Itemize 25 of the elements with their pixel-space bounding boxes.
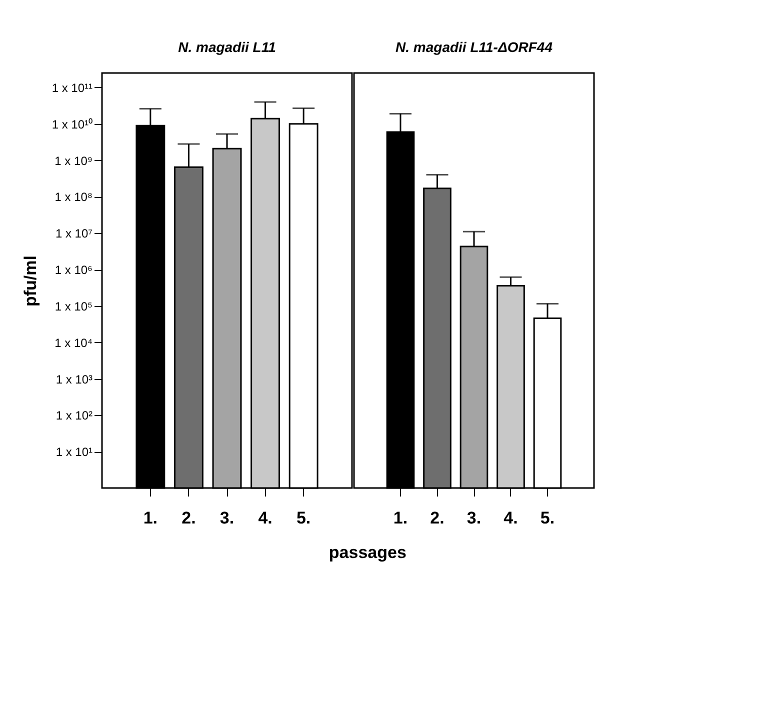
x-tick-label: 3. [220,508,234,528]
y-tick-label: 1 x 10¹⁰ [52,117,92,132]
y-tick-label: 1 x 10² [56,408,92,423]
x-tick-label: 5. [296,508,311,528]
y-tick-label: 1 x 10⁷ [55,226,92,241]
x-tick-label: 4. [258,508,272,528]
x-tick-label: 1. [393,508,408,528]
y-tick-label: 1 x 10⁴ [54,336,92,350]
x-tick-label: 2. [430,508,444,528]
y-tick-label: 1 x 10⁵ [54,299,93,314]
y-tick-label: 1 x 10³ [56,372,92,386]
y-tick-label: 1 x 10⁶ [54,263,93,278]
y-tick-label: 1 x 10⁸ [54,190,92,204]
chart-title: N. magadii L11-ΔORF44 [396,39,553,55]
x-tick-label: 4. [504,508,518,528]
x-axis-title: passages [328,542,406,562]
y-tick-label: 1 x 10¹¹ [52,80,92,95]
x-tick-label: 3. [466,508,482,528]
y-tick-label: 1 x 10¹ [56,445,92,460]
y-tick-label: 1 x 10⁹ [54,154,92,168]
x-tick-label: 1. [143,508,158,528]
y-axis-title: pfu/ml [20,256,40,306]
x-tick-label: 2. [182,508,196,528]
x-tick-label: 5. [540,508,555,528]
chart-title: N. magadii L11 [178,39,276,55]
